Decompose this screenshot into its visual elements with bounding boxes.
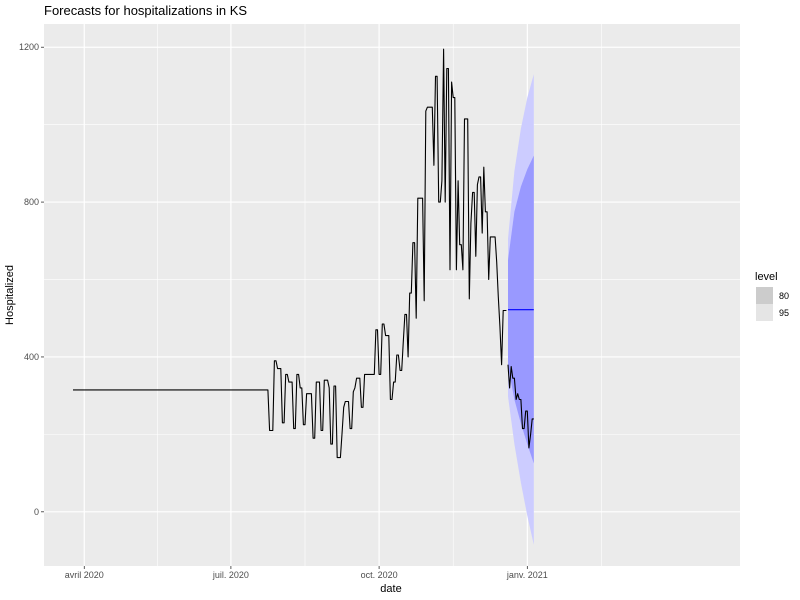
grid-minor — [44, 24, 740, 566]
legend-label-95: 95 — [779, 308, 789, 318]
y-axis-ticks: 0 400 800 1200 — [19, 42, 44, 517]
y-tick-label: 1200 — [19, 42, 39, 52]
series-line-0 — [73, 48, 507, 459]
chart-title: Forecasts for hospitalizations in KS — [44, 3, 247, 18]
plot-panel — [44, 24, 740, 566]
y-tick-label: 400 — [24, 352, 39, 362]
legend-key-95 — [756, 304, 773, 321]
x-tick-label: avril 2020 — [65, 570, 104, 580]
legend-label-80: 80 — [779, 291, 789, 301]
x-axis-title: date — [380, 583, 401, 595]
x-tick-label: oct. 2020 — [361, 570, 398, 580]
y-tick-label: 0 — [34, 507, 39, 517]
x-tick-label: juil. 2020 — [212, 570, 249, 580]
legend: level 80 95 — [755, 271, 789, 321]
x-axis-ticks: avril 2020 juil. 2020 oct. 2020 janv. 2021 — [65, 566, 548, 580]
series-lines — [73, 48, 534, 459]
x-tick-label: janv. 2021 — [506, 570, 548, 580]
grid-major — [44, 24, 740, 566]
legend-key-80 — [756, 287, 773, 304]
series-line-1 — [507, 364, 534, 449]
legend-title: level — [755, 271, 778, 283]
y-axis-title: Hospitalized — [4, 265, 16, 325]
y-tick-label: 800 — [24, 197, 39, 207]
